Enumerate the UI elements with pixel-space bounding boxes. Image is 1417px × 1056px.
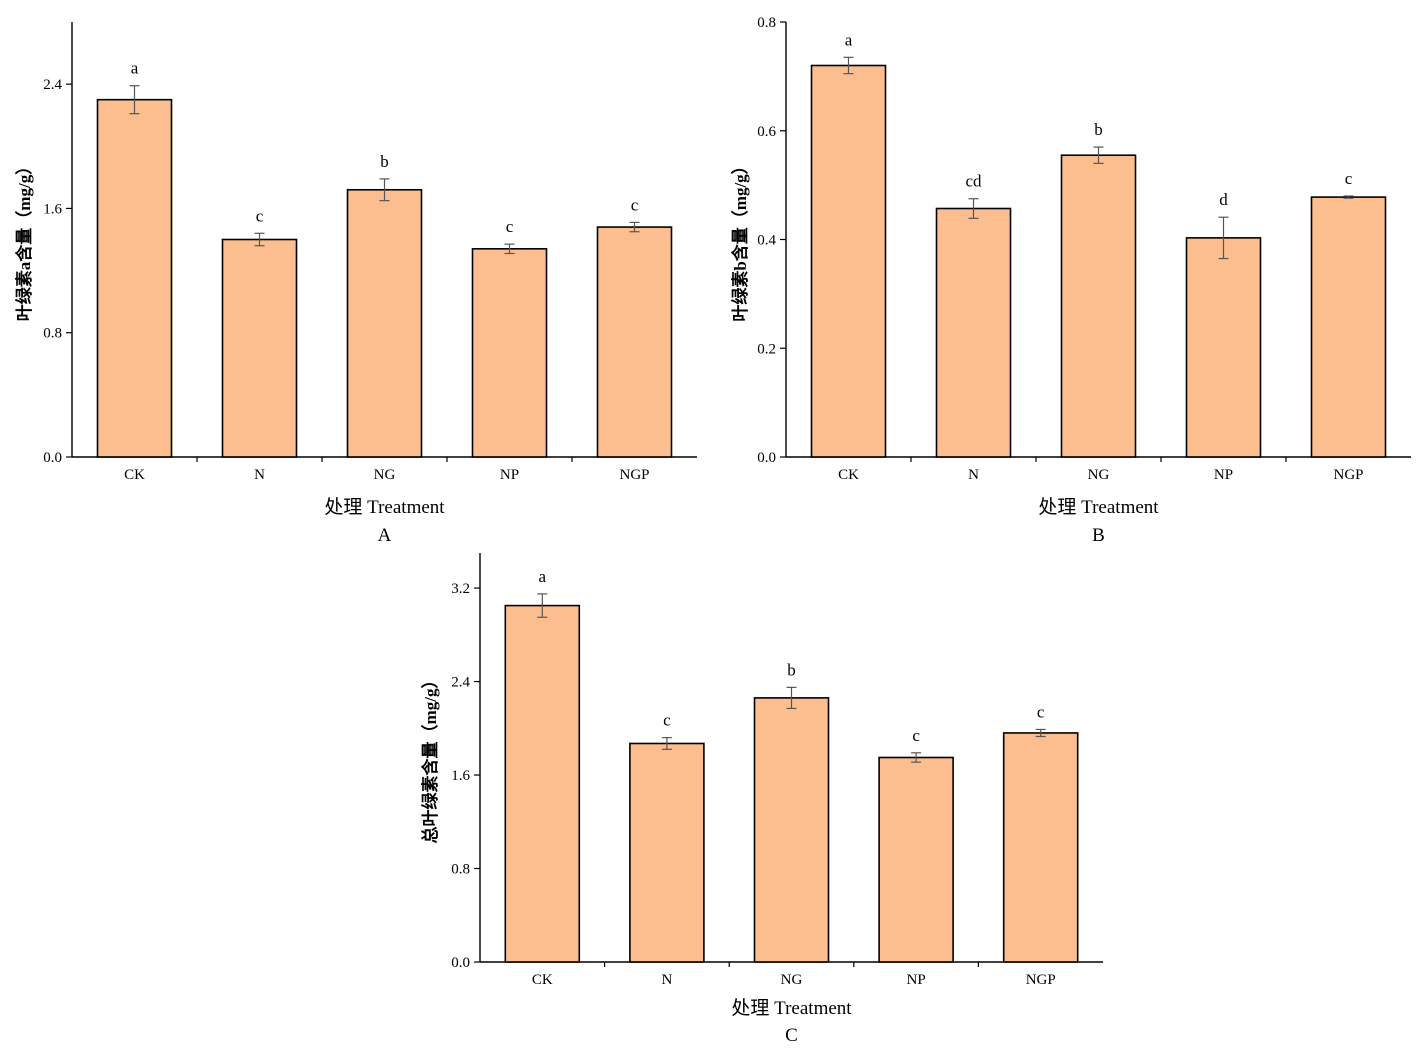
y-tick-label: 0.0 (451, 955, 470, 971)
y-tick-label: 1.6 (43, 201, 62, 217)
y-axis-title: 总叶绿素含量（mg/g） (420, 672, 440, 844)
y-tick-label: 0.8 (43, 326, 62, 342)
bar-ng (753, 697, 830, 963)
significance-label: b (380, 152, 389, 171)
x-tick-label: NG (1088, 467, 1110, 483)
y-tick-label: 0.0 (43, 450, 62, 466)
y-tick-label: 3.2 (451, 581, 470, 597)
y-tick-label: 0.6 (757, 124, 776, 140)
significance-label: b (787, 660, 796, 679)
x-tick-label: NGP (1026, 972, 1056, 988)
y-axis-title: 叶绿素a含量（mg/g） (14, 158, 34, 321)
bar-np (878, 756, 954, 963)
x-tick-label: NG (781, 972, 803, 988)
bar-np (471, 248, 548, 458)
x-tick-label: N (254, 467, 265, 483)
x-tick-label: N (968, 467, 979, 483)
significance-label: c (506, 217, 514, 236)
x-tick-label: NGP (1333, 467, 1363, 483)
significance-label: c (631, 195, 639, 214)
bar-ck (810, 64, 887, 458)
chart-c-svg: 0.0 0.8 1.6 2.4 3.2 a CK c Nb NG c NP c NGP 总叶绿素含量（mg/… (420, 553, 1103, 1046)
y-tick-label: 1.6 (451, 768, 470, 784)
significance-label: c (1037, 702, 1045, 721)
x-tick-label: NP (500, 467, 519, 483)
x-axis-title: 处理 Treatment (1038, 496, 1159, 518)
x-tick-label: NP (1214, 467, 1233, 483)
x-tick-label: NG (374, 467, 396, 483)
bar-ng (1060, 154, 1137, 458)
panel-label: A (378, 525, 392, 546)
bar-np (1185, 237, 1262, 458)
panel-label: B (1092, 525, 1105, 546)
x-tick-label: CK (532, 972, 553, 988)
y-tick-label: 0.8 (757, 15, 776, 31)
x-tick-label: NP (907, 972, 926, 988)
y-tick-label: 0.8 (451, 862, 470, 878)
y-tick-label: 0.2 (757, 341, 776, 357)
x-axis-title: 处理 Treatment (731, 997, 852, 1019)
bar-ngp (1002, 732, 1079, 963)
significance-label: c (912, 726, 920, 745)
bar-n (629, 742, 705, 963)
x-tick-label: CK (838, 467, 859, 483)
significance-label: c (256, 206, 264, 225)
significance-label: a (845, 30, 853, 49)
y-axis-title: 叶绿素b含量（mg/g） (730, 157, 750, 321)
y-tick-label: 2.4 (43, 77, 62, 93)
significance-label: a (131, 59, 139, 78)
bar-ngp (1310, 196, 1387, 458)
bar-n (935, 207, 1012, 458)
significance-label: c (663, 711, 671, 730)
significance-label: b (1094, 120, 1103, 139)
bar-ck (504, 604, 581, 963)
bar-ngp (596, 226, 673, 458)
bar-n (221, 238, 298, 458)
x-tick-label: CK (124, 467, 145, 483)
chart-b-svg: 0.0 0.2 0.4 0.6 0.8 a CK cd Nb NG d NP c NGP 叶绿素b含量（mg… (730, 15, 1411, 546)
panel-label: C (785, 1025, 798, 1046)
x-tick-label: N (661, 972, 672, 988)
significance-label: d (1219, 190, 1228, 209)
bar-ng (346, 188, 423, 458)
chart-a-svg: 0.0 0.8 1.6 2.4 a CK c Nb NG c NP c NGP 叶绿素a含量（mg/g） 处… (14, 22, 697, 546)
y-tick-label: 0.0 (757, 450, 776, 466)
y-tick-label: 2.4 (451, 675, 470, 691)
significance-label: c (1345, 169, 1353, 188)
significance-label: a (539, 567, 547, 586)
y-tick-label: 0.4 (757, 233, 776, 249)
x-tick-label: NGP (619, 467, 649, 483)
bar-ck (96, 98, 173, 458)
x-axis-title: 处理 Treatment (324, 496, 445, 518)
significance-label: cd (965, 172, 982, 191)
